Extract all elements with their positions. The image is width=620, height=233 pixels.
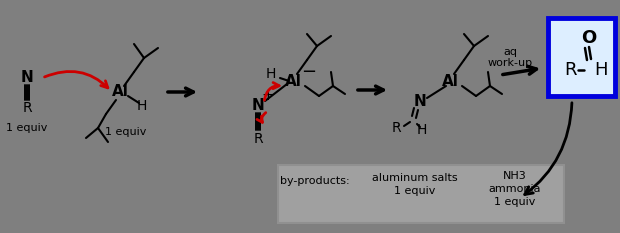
Text: H: H (137, 99, 147, 113)
Text: O: O (582, 29, 596, 47)
Text: N: N (252, 97, 264, 113)
Text: 1 equiv: 1 equiv (6, 123, 48, 133)
Text: 1 equiv: 1 equiv (394, 186, 436, 196)
Text: N: N (20, 71, 33, 86)
Text: H: H (266, 67, 276, 81)
FancyBboxPatch shape (278, 165, 564, 223)
Text: −: − (301, 63, 317, 81)
Text: R: R (22, 101, 32, 115)
Text: H: H (417, 123, 427, 137)
Text: NH3: NH3 (503, 171, 527, 181)
Text: N: N (414, 95, 427, 110)
Text: Al: Al (112, 85, 128, 99)
Text: 1 equiv: 1 equiv (494, 197, 536, 207)
Text: aluminum salts: aluminum salts (372, 173, 458, 183)
Text: +: + (262, 88, 275, 103)
Text: 1 equiv: 1 equiv (105, 127, 147, 137)
Text: R: R (565, 61, 577, 79)
Text: H: H (594, 61, 608, 79)
Text: ammonia: ammonia (489, 184, 541, 194)
Text: Al: Al (285, 75, 301, 89)
FancyBboxPatch shape (548, 18, 615, 96)
Text: by-products:: by-products: (280, 176, 350, 186)
Text: work-up: work-up (487, 58, 533, 68)
Text: aq: aq (503, 47, 517, 57)
Text: Al: Al (441, 75, 458, 89)
Text: R: R (253, 132, 263, 146)
Text: R: R (391, 121, 401, 135)
